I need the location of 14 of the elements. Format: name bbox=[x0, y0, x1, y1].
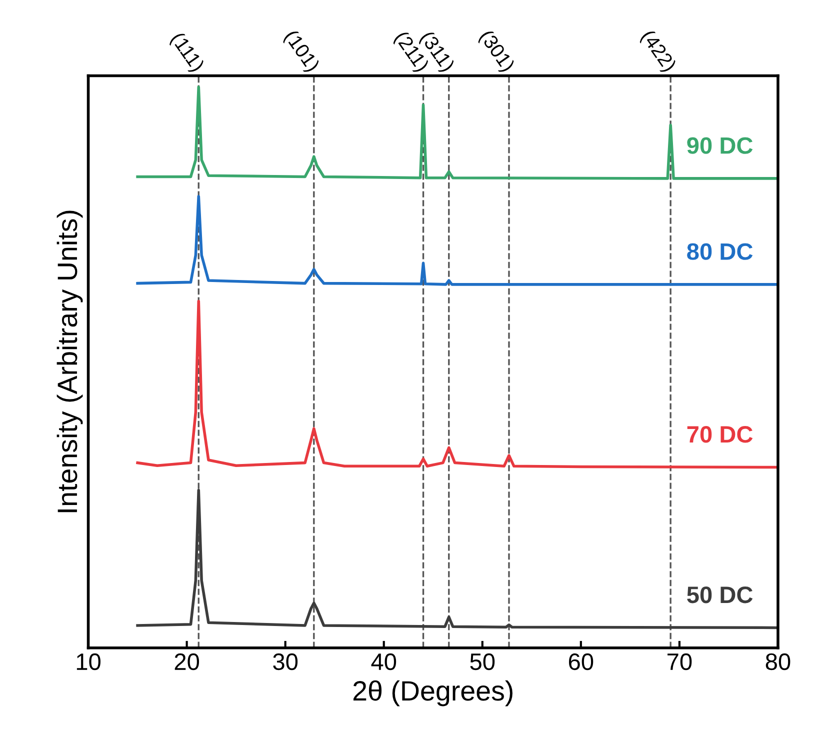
series-label: 70 DC bbox=[687, 426, 753, 443]
x-tick-label: 10 bbox=[76, 653, 100, 670]
x-tick-label: 20 bbox=[174, 653, 200, 670]
series-label: 80 DC bbox=[687, 243, 753, 260]
x-tick-label: 30 bbox=[273, 653, 298, 670]
x-tick-label: 60 bbox=[568, 653, 594, 670]
x-tick-label: 70 bbox=[668, 653, 692, 670]
series-label: 90 DC bbox=[687, 137, 753, 154]
y-axis-title: Intensity (Arbitrary Units) bbox=[56, 210, 83, 512]
x-tick-label: 40 bbox=[371, 653, 396, 670]
series-label: 50 DC bbox=[687, 586, 753, 604]
x-tick-label: 80 bbox=[766, 653, 790, 670]
x-tick-label: 50 bbox=[470, 653, 495, 670]
x-axis-title: 2θ (Degrees) bbox=[353, 680, 512, 706]
